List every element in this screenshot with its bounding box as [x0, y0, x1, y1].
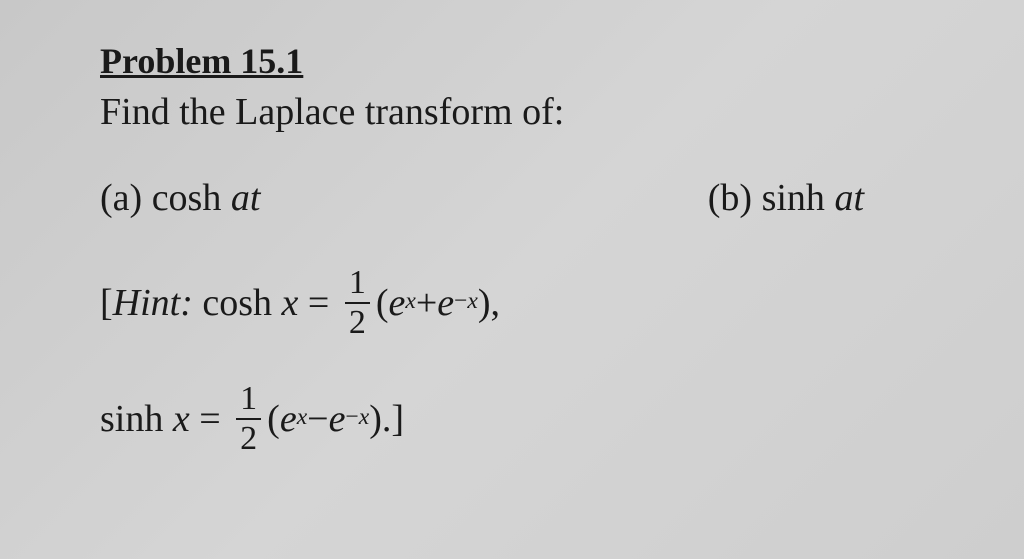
sinh-close-paren: ).] — [369, 397, 404, 441]
cosh-frac-num: 1 — [345, 266, 370, 302]
hint-sinh-line: sinh x = 1 2 (ex − e−x).] — [100, 382, 944, 456]
sinh-lhs-arg: x — [173, 397, 190, 441]
cosh-expr: (ex + e−x), — [376, 281, 500, 325]
cosh-lhs-func: cosh — [202, 281, 272, 325]
part-b-label: (b) — [708, 177, 752, 219]
sinh-exp2-minus: − — [345, 404, 358, 430]
part-a: (a) cosh at — [100, 176, 260, 220]
sinh-exp1: x — [297, 404, 307, 431]
cosh-fraction: 1 2 — [345, 266, 370, 340]
sinh-minus: − — [307, 397, 328, 441]
sinh-lhs-func: sinh — [100, 397, 163, 441]
cosh-plus: + — [416, 281, 437, 325]
sinh-expr: (ex − e−x).] — [267, 397, 404, 441]
cosh-frac-den: 2 — [345, 302, 370, 340]
sinh-exp2: −x — [345, 404, 369, 431]
problem-prompt: Find the Laplace transform of: — [100, 90, 944, 134]
part-b: (b) sinh at — [708, 176, 864, 220]
cosh-exp1: x — [405, 288, 415, 315]
sinh-frac-den: 2 — [236, 418, 261, 456]
sinh-e2: e — [329, 397, 346, 441]
part-a-label: (a) — [100, 177, 142, 219]
hint-label: Hint: — [113, 281, 193, 325]
part-a-func: cosh — [152, 177, 222, 219]
cosh-exp2: −x — [454, 288, 478, 315]
sinh-open-paren: ( — [267, 397, 280, 441]
problem-page: Problem 15.1 Find the Laplace transform … — [100, 40, 944, 456]
cosh-e2: e — [437, 281, 454, 325]
parts-row: (a) cosh at (b) sinh at — [100, 176, 944, 220]
sinh-e1: e — [280, 397, 297, 441]
cosh-exp2-minus: − — [454, 288, 467, 314]
hint-cosh-line: [Hint: cosh x = 1 2 (ex + e−x), — [100, 266, 944, 340]
cosh-open-paren: ( — [376, 281, 389, 325]
cosh-eq: = — [308, 281, 329, 325]
sinh-frac-num: 1 — [236, 382, 261, 418]
cosh-lhs-arg: x — [282, 281, 299, 325]
part-a-arg: at — [231, 177, 261, 219]
cosh-e1: e — [389, 281, 406, 325]
sinh-fraction: 1 2 — [236, 382, 261, 456]
problem-title: Problem 15.1 — [100, 40, 944, 82]
part-b-func: sinh — [762, 177, 825, 219]
part-b-arg: at — [834, 177, 864, 219]
sinh-exp2-x: x — [359, 404, 369, 430]
cosh-close-paren: ), — [478, 281, 500, 325]
hint-open-bracket: [ — [100, 281, 113, 325]
cosh-exp2-x: x — [467, 288, 477, 314]
sinh-eq: = — [199, 397, 220, 441]
